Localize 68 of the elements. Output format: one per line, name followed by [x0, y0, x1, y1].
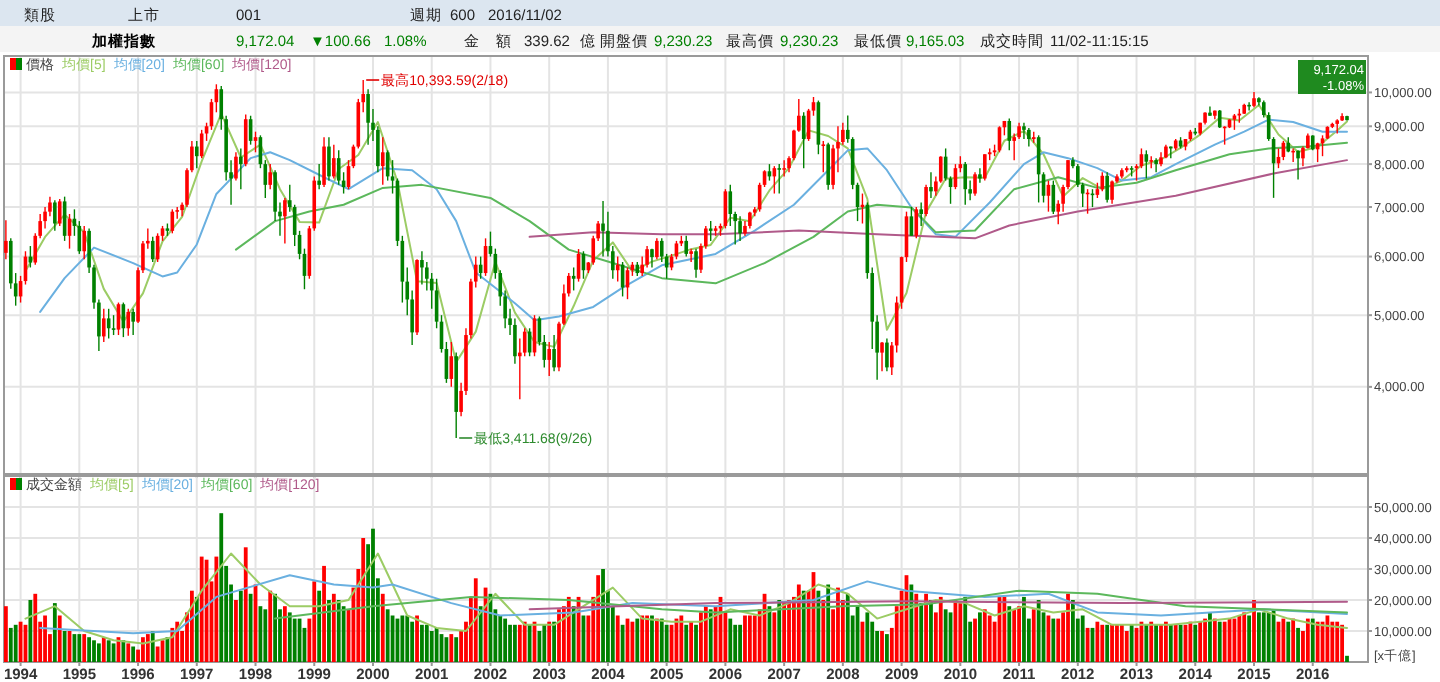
candlestick — [420, 250, 424, 286]
candlestick — [782, 159, 786, 178]
candlestick — [821, 140, 826, 173]
candlestick — [150, 236, 155, 263]
candlestick — [126, 308, 131, 337]
candlestick — [449, 341, 454, 388]
candlestick — [983, 153, 987, 182]
candlestick — [53, 199, 57, 232]
candlestick — [4, 219, 8, 260]
candlestick — [1105, 171, 1109, 204]
candlestick — [694, 247, 698, 279]
candlestick — [336, 149, 341, 186]
candlestick — [380, 136, 385, 186]
candlestick — [1208, 105, 1212, 117]
candlestick — [880, 341, 884, 372]
candlestick — [978, 167, 982, 184]
candlestick — [1007, 117, 1012, 152]
candlestick — [57, 198, 62, 227]
candlestick — [101, 308, 106, 343]
candlestick — [914, 206, 919, 240]
candlestick — [826, 142, 830, 191]
candlestick — [1100, 171, 1105, 193]
candlestick — [777, 163, 782, 195]
line-series — [234, 141, 1348, 285]
candlestick — [919, 201, 923, 227]
candlestick — [243, 113, 248, 167]
candlestick — [1027, 127, 1031, 148]
candlestick — [801, 111, 806, 169]
candlestick — [571, 266, 576, 292]
candlestick — [317, 163, 321, 190]
candlestick — [131, 308, 135, 336]
candlestick — [111, 314, 116, 336]
candlestick — [929, 171, 933, 199]
candlestick — [332, 143, 336, 180]
candlestick — [708, 220, 713, 242]
candlestick — [1296, 149, 1300, 181]
candlestick — [885, 337, 889, 372]
candlestick — [738, 215, 742, 242]
candlestick — [1022, 122, 1026, 140]
candlestick — [963, 161, 968, 206]
candlestick — [547, 341, 551, 377]
line-series — [39, 574, 1348, 635]
candlestick — [1217, 109, 1222, 129]
candlestick — [239, 147, 243, 190]
candlestick — [601, 200, 605, 258]
candlestick — [973, 171, 977, 197]
candlestick — [513, 317, 517, 365]
candlestick — [552, 334, 556, 372]
candlestick — [615, 255, 620, 283]
candlestick — [82, 225, 87, 260]
line-series — [39, 118, 1348, 322]
candlestick — [268, 163, 272, 190]
candlestick — [645, 245, 649, 269]
candlestick — [684, 235, 689, 258]
candlestick — [689, 247, 693, 263]
candlestick — [234, 151, 238, 182]
candlestick — [655, 237, 659, 260]
candlestick — [322, 136, 326, 188]
line-series — [274, 589, 1348, 620]
candlestick — [253, 130, 258, 153]
candlestick — [327, 136, 331, 182]
candlestick — [924, 184, 928, 218]
line-series — [24, 552, 1348, 645]
candlestick — [283, 197, 287, 245]
candlestick — [366, 88, 370, 146]
candlestick — [1154, 157, 1158, 173]
line-series — [528, 159, 1348, 240]
candlestick — [194, 140, 199, 169]
